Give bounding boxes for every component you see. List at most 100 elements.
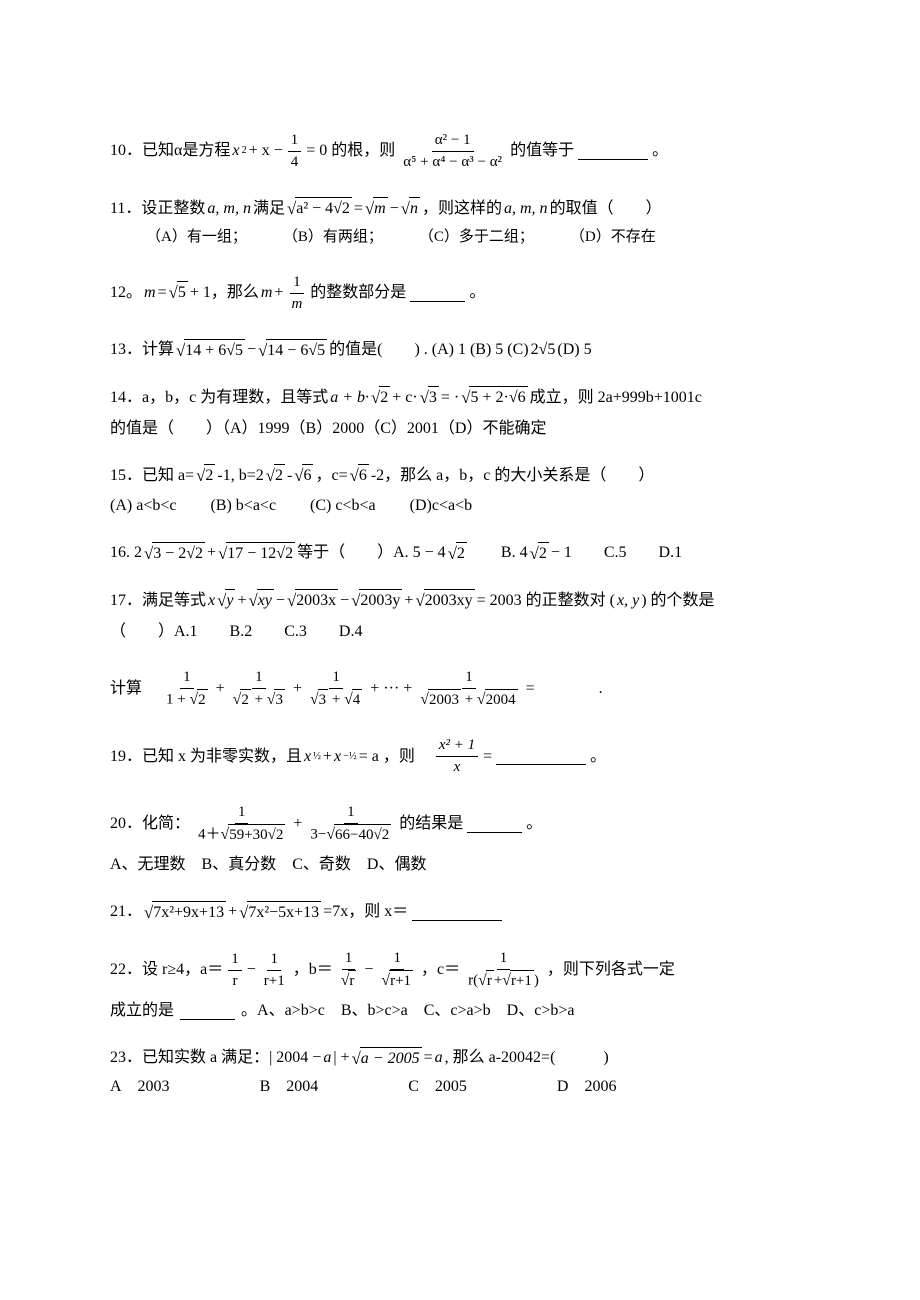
q22-f2: 1r+1	[261, 949, 288, 992]
q17-s2003y: 2003y	[351, 589, 402, 613]
q22-f5dr2: r+1	[510, 970, 534, 992]
q11-optD: （D）不存在	[570, 227, 656, 248]
q18-f2dr2: 3	[274, 689, 285, 711]
q23-tail: , 那么 a-20042=( )	[445, 1047, 609, 1069]
q19-x2: x	[334, 746, 341, 768]
q22-f4n: 1	[390, 948, 404, 970]
q18-f1n: 1	[180, 667, 194, 689]
q15-r2a: 2	[204, 464, 215, 488]
q22-f5dp: +	[494, 973, 502, 989]
q17-m2: −	[340, 590, 349, 612]
q19-blank	[496, 748, 586, 765]
q23-optA: A 2003	[110, 1076, 170, 1098]
q18-f2dr1: 2	[240, 689, 251, 711]
q17-m1: −	[276, 590, 285, 612]
q15-r6: 6	[302, 464, 313, 488]
q18-f3dr2: 4	[352, 689, 363, 711]
q12-period: 。	[469, 282, 485, 304]
q14-l2: 的值是（ ）（A）1999（B）2000（C）2001（D）不能确定	[110, 418, 546, 440]
q11-optC: （C）多于二组；	[419, 227, 534, 248]
q10-frac2: α² − 1 α⁵ + α⁴ − α³ − α²	[400, 130, 505, 173]
q22-f1d: r	[229, 971, 240, 992]
q15-m2: -	[287, 465, 292, 487]
q20-prefix: 20．化简：	[110, 813, 190, 835]
q20-f1dr: 59+30√2	[228, 824, 285, 846]
question-14: 14．a，b，c 为有理数，且等式 a + b· 2 + c· 3 = · 5 …	[110, 386, 820, 440]
q18-f3dr1: 3	[318, 689, 329, 711]
q17-p1: +	[237, 590, 246, 612]
q19-prefix: 19．已知 x 为非零实数，且	[110, 746, 302, 768]
q14-rhs-rad: 5 + 2·√6	[469, 386, 527, 410]
q18-p2: +	[293, 678, 302, 700]
q10-frac2-den: α⁵ + α⁴ − α³ − α²	[400, 152, 505, 173]
q14-expr: a + b·	[330, 387, 369, 409]
q15-s2: 2	[266, 464, 285, 488]
q18-f3: 1 3 + 4	[307, 667, 365, 711]
q10-frac1-den: 4	[288, 152, 302, 173]
q22-c1: ，b＝	[293, 959, 333, 981]
q22-m2: −	[364, 959, 373, 981]
q13-minus: −	[247, 339, 256, 361]
q12-plus: +	[274, 282, 283, 304]
question-15: 15．已知 a= 2 -1, b=2 2 - 6 ，c= 6 -2，那么 a，b…	[110, 464, 820, 518]
q19-fn: x² + 1	[436, 735, 478, 757]
q17-r2003y: 2003y	[359, 589, 402, 613]
q13-rad2: 14 − 6√5	[266, 339, 327, 363]
q18-f1dr: 2	[197, 689, 208, 711]
q20-f1: 1 4＋59+30√2	[195, 802, 288, 846]
q14-sqrt3: 3	[420, 386, 439, 410]
q11-sqrt-n: n	[401, 197, 420, 221]
q10-frac1: 1 4	[288, 130, 302, 173]
q22-f4dr: r+1	[389, 970, 413, 992]
q10-frac2-num: α² − 1	[432, 130, 474, 152]
q17-s2003x: 2003x	[287, 589, 338, 613]
q19-fd: x	[451, 757, 464, 778]
q22-line2: 成立的是 。A、a>b>c B、b>c>a C、c>a>b D、c>b>a	[110, 1000, 820, 1022]
q20-f2n: 1	[344, 802, 358, 824]
q22-f5: 1 r(r+r+1)	[465, 948, 542, 992]
q18-f4n: 1	[462, 667, 476, 689]
q15-r6b: 6	[358, 464, 369, 488]
q10-x: x	[232, 140, 239, 162]
q14-sqrt2: 2	[371, 386, 390, 410]
q12-m: m	[144, 282, 156, 304]
q11-prefix: 11．设正整数	[110, 198, 205, 220]
q21-tail: =7x，则 x＝	[323, 901, 408, 923]
q16-r2: 17 − 12√2	[226, 542, 295, 566]
q15-m1: -1, b=2	[217, 465, 263, 487]
q18-prefix: 计算	[110, 678, 158, 700]
q22-f5d: r(r+r+1)	[465, 970, 542, 992]
q20-opts: A、无理数 B、真分数 C、奇数 D、偶数	[110, 854, 426, 876]
q10-eqright: = 0 的根，则	[306, 140, 395, 162]
q13-prefix: 13．计算	[110, 339, 174, 361]
q21-blank	[412, 904, 502, 921]
q12-blank	[410, 285, 465, 302]
question-12: 12。 m = 5 + 1，那么 m + 1 m 的整数部分是 。	[110, 272, 820, 315]
q14-l1a: 14．a，b，c 为有理数，且等式	[110, 387, 328, 409]
q19-e1: ½	[313, 750, 321, 765]
q21-r1: 7x²+9x+13	[152, 901, 226, 925]
q11-vars2: a, m, n	[504, 198, 548, 220]
q12-frac: 1 m	[288, 272, 305, 315]
q20-f2: 1 3−66−40√2	[307, 802, 394, 846]
q20-suffix: 的结果是	[399, 813, 463, 835]
q22-f5db: )	[534, 973, 539, 989]
q22-f2n: 1	[267, 949, 281, 971]
q23-opts: A 2003 B 2004 C 2005 D 2006	[110, 1076, 820, 1098]
q17-r2003x: 2003x	[295, 589, 338, 613]
q11-tail: 的取值（ ）	[550, 198, 662, 220]
q16-r2a: 2	[456, 542, 467, 566]
q22-l2a: 成立的是	[110, 1000, 174, 1022]
q22-f3d: r	[338, 970, 360, 992]
q18-f2dp: +	[251, 692, 267, 708]
q18-f4dr1: 2003	[428, 689, 461, 711]
q16-s3: 2	[448, 542, 467, 566]
q18-f4dp: +	[461, 692, 477, 708]
q22-prefix: 22．设 r≥4，a＝	[110, 959, 223, 981]
question-22: 22．设 r≥4，a＝ 1r − 1r+1 ，b＝ 1r − 1r+1 ，c＝ …	[110, 948, 820, 1022]
q20-blank	[467, 816, 522, 833]
q20-f2d: 3−66−40√2	[307, 824, 394, 846]
q23-sqrt: a − 2005	[352, 1047, 422, 1071]
q23-optC: C 2005	[408, 1076, 467, 1098]
q22-blank	[180, 1003, 235, 1020]
